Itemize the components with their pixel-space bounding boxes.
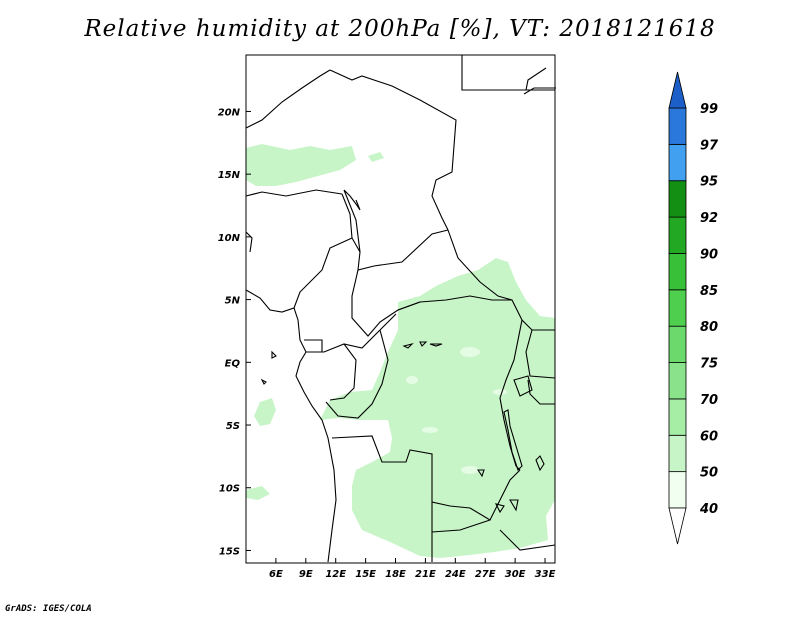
humidity-fill bbox=[246, 144, 555, 558]
border-libya-niger bbox=[329, 69, 457, 231]
lat-tick-label: 15N bbox=[218, 170, 241, 181]
border-egypt-sudan bbox=[461, 55, 555, 91]
humidity-region-central-africa bbox=[320, 258, 555, 558]
border-chad-sudan bbox=[447, 229, 555, 331]
border-congo bbox=[306, 313, 397, 419]
colorbar-label: 99 bbox=[700, 102, 718, 117]
lon-tick-label: 24E bbox=[445, 569, 466, 580]
country-borders bbox=[245, 55, 556, 563]
colorbar-label: 97 bbox=[700, 138, 719, 153]
lat-tick-label: 15S bbox=[219, 546, 240, 557]
lon-tick-label: 21E bbox=[415, 569, 436, 580]
lon-tick-label: 15E bbox=[355, 569, 376, 580]
latitude-axis: 20N 15N 10N 5N EQ 5S 10S 15S bbox=[218, 107, 251, 557]
border-gabon bbox=[304, 339, 357, 401]
lat-tick-label: 5N bbox=[225, 296, 241, 307]
colorbar-label: 70 bbox=[700, 393, 718, 408]
lon-tick-label: 18E bbox=[385, 569, 406, 580]
lat-tick-label: EQ bbox=[225, 358, 241, 369]
lon-tick-label: 27E bbox=[475, 569, 496, 580]
colorbar-bin bbox=[668, 180, 687, 218]
lake-tanganyika bbox=[503, 409, 523, 472]
colorbar-bin bbox=[668, 107, 687, 145]
lake-mweru bbox=[476, 469, 519, 514]
colorbar-bin bbox=[668, 253, 687, 291]
humidity-region-sahel bbox=[246, 144, 356, 186]
colorbar-top-arrow bbox=[668, 71, 687, 109]
map-title: Relative humidity at 200hPa [%], VT: 201… bbox=[84, 16, 716, 42]
colorbar-bin bbox=[668, 216, 687, 254]
colorbar-label: 90 bbox=[700, 247, 718, 262]
colorbar-label: 60 bbox=[700, 429, 718, 444]
lon-tick-label: 33E bbox=[535, 569, 556, 580]
colorbar-bin bbox=[668, 289, 687, 327]
colorbar-bin bbox=[668, 471, 687, 509]
colorbar-bottom-arrow bbox=[668, 507, 687, 545]
colorbar-label: 75 bbox=[700, 357, 718, 372]
nile-border bbox=[343, 189, 361, 253]
humidity-region-gulf bbox=[254, 398, 276, 426]
lat-tick-label: 10N bbox=[218, 233, 241, 244]
colorbar-bin bbox=[668, 434, 687, 473]
coastline-west bbox=[245, 69, 337, 563]
lat-tick-label: 5S bbox=[226, 421, 240, 432]
coast-red-sea bbox=[523, 67, 556, 95]
lat-tick-label: 10S bbox=[219, 484, 240, 495]
border-car-drc bbox=[397, 295, 512, 311]
colorbar-label: 85 bbox=[700, 284, 718, 299]
longitude-axis: 6E 9E 12E 15E 18E 21E 24E 27E 30E 33E bbox=[269, 558, 556, 580]
humidity-region-sahel-east bbox=[368, 152, 384, 162]
colorbar-bin bbox=[668, 362, 687, 400]
border-angola-south bbox=[431, 502, 556, 562]
colorbar-label: 92 bbox=[700, 211, 718, 226]
colorbar-bin bbox=[668, 143, 687, 182]
colorbar-label: 40 bbox=[699, 502, 718, 517]
lon-tick-label: 12E bbox=[325, 569, 346, 580]
humidity-region-south-coast bbox=[246, 486, 270, 500]
colorbar: 40 50 60 70 75 80 85 90 92 95 97 99 bbox=[668, 71, 719, 545]
colorbar-label: 95 bbox=[700, 175, 718, 190]
lat-tick-label: 20N bbox=[218, 107, 241, 118]
humidity-texture bbox=[406, 347, 507, 474]
border-niger-nigeria bbox=[245, 189, 343, 197]
lake-malawi bbox=[535, 455, 545, 472]
colorbar-bin bbox=[668, 398, 687, 436]
lon-tick-label: 30E bbox=[505, 569, 526, 580]
grads-credit: GrADS: IGES/COLA bbox=[5, 604, 92, 614]
colorbar-label: 50 bbox=[700, 466, 718, 481]
lon-tick-label: 6E bbox=[269, 569, 283, 580]
colorbar-bin bbox=[668, 325, 687, 363]
lake-victoria bbox=[513, 375, 533, 397]
colorbar-label: 80 bbox=[700, 320, 718, 335]
map-frame bbox=[245, 54, 556, 564]
lon-tick-label: 9E bbox=[299, 569, 313, 580]
small-lakes bbox=[260, 341, 443, 385]
